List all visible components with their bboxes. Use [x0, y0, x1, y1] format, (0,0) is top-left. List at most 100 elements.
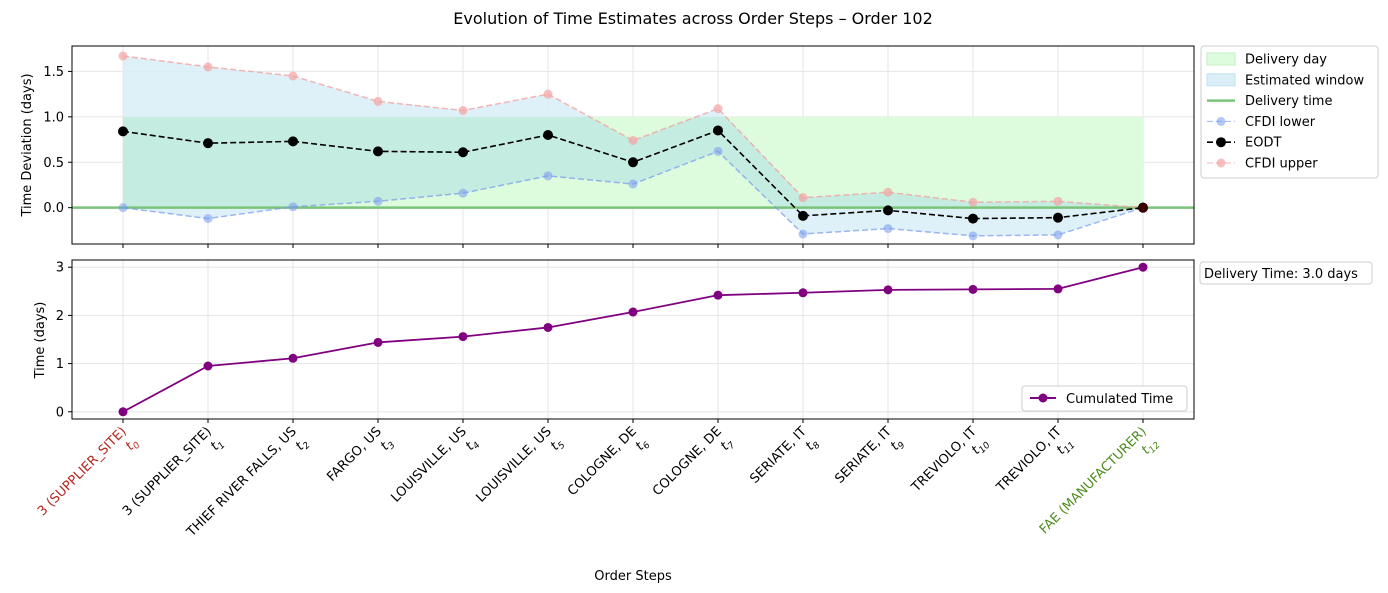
x-category-place: COLOGNE, DE: [650, 424, 725, 499]
top-plot-frame: [71, 45, 1195, 245]
x-step-subscript: 1: [216, 440, 227, 451]
cfdi-lower-point: [203, 214, 213, 224]
cfdi-upper-point: [373, 96, 383, 106]
legend-marker-eodt: [1216, 137, 1226, 148]
top-y-tick-label: 1.0: [43, 110, 64, 125]
x-axis-label: Order Steps: [594, 569, 672, 584]
top-x-ticks: [122, 244, 1144, 248]
x-step-subscript: 0: [131, 440, 142, 451]
x-step-subscript: 8: [811, 440, 822, 451]
eodt-point: [288, 136, 298, 147]
cfdi-upper-point: [1053, 196, 1063, 206]
eodt-point: [543, 130, 553, 141]
cfdi-upper-point: [118, 51, 128, 61]
figure-title: Evolution of Time Estimates across Order…: [453, 9, 933, 28]
eodt-point: [1053, 212, 1063, 223]
delivery-time-annotation-text: Delivery Time: 3.0 days: [1204, 267, 1358, 282]
x-category-place: SERIATE, IT: [832, 424, 895, 487]
top-lines: [72, 51, 1194, 241]
eodt-point: [713, 125, 723, 136]
cumulated-time-point: [373, 337, 383, 347]
x-step-subscript: 9: [896, 440, 907, 451]
x-category-place: TREVIOLO, IT: [908, 424, 980, 496]
eodt-point: [883, 205, 893, 216]
x-category-place: 3 (SUPPLIER_SITE): [120, 424, 215, 519]
top-y-tick-label: 0.0: [43, 201, 64, 216]
cfdi-lower-point: [373, 196, 383, 206]
top-legend-box: [1200, 45, 1379, 179]
cfdi-lower-point: [458, 188, 468, 198]
bottom-y-tick-label: 3: [56, 261, 64, 276]
cumulated-time-point: [1053, 284, 1063, 294]
cfdi-upper-point: [713, 104, 723, 114]
legend-label: Estimated window: [1245, 73, 1364, 88]
cfdi-lower-point: [543, 171, 553, 181]
legend-label: Delivery day: [1245, 53, 1327, 68]
x-category-place: 3 (SUPPLIER_SITE): [35, 424, 130, 519]
bottom-y-tick-label: 0: [56, 405, 64, 420]
cumulated-time-point: [203, 361, 213, 371]
cfdi-lower-point: [288, 202, 298, 212]
cfdi-lower-point: [798, 229, 808, 239]
cfdi-lower-point: [118, 203, 128, 213]
eodt-point: [628, 157, 638, 168]
eodt-point-last: [1138, 202, 1148, 213]
x-category-place: COLOGNE, DE: [565, 424, 640, 499]
delivery-time-annotation: Delivery Time: 3.0 days: [1199, 261, 1373, 285]
cumulated-time-point: [713, 290, 723, 300]
top-y-ticks: 0.0 0.5 1.0 1.5: [43, 65, 72, 216]
bottom-grid: [72, 260, 1194, 419]
eodt-point: [798, 210, 808, 221]
x-category-labels: 3 (SUPPLIER_SITE)t03 (SUPPLIER_SITE)t1TH…: [35, 424, 1163, 540]
legend-label: CFDI lower: [1245, 115, 1316, 130]
eodt-point: [968, 213, 978, 224]
x-step-subscript: 7: [726, 440, 737, 451]
cumulated-time-panel: 0 1 2 3 Time (days) Cumulated Time Delivery…: [33, 259, 1373, 423]
eodt-point: [373, 146, 383, 157]
cfdi-lower-point: [628, 179, 638, 189]
top-y-axis-label: Time Deviation (days): [20, 73, 35, 217]
cfdi-upper-point: [203, 62, 213, 72]
cumulated-time-point: [883, 285, 893, 295]
bottom-y-axis-label: Time (days): [33, 302, 48, 380]
cfdi-lower-point: [968, 231, 978, 241]
top-y-tick-label: 0.5: [43, 156, 64, 171]
x-step-subscript: 2: [301, 440, 312, 451]
top-y-tick-label: 1.5: [43, 65, 64, 80]
x-step-subscript: 5: [556, 440, 567, 451]
bottom-x-ticks: [122, 419, 1144, 423]
legend-label: Delivery time: [1245, 94, 1332, 109]
x-category-place: LOUISVILLE, US: [388, 424, 469, 505]
cfdi-lower-point: [1053, 230, 1063, 240]
bottom-y-tick-label: 2: [56, 309, 64, 324]
cumulated-time-point: [288, 353, 298, 363]
cfdi-upper-point: [458, 105, 468, 115]
cfdi-upper-point: [798, 193, 808, 203]
cfdi-upper-point: [543, 89, 553, 99]
cumulated-legend: Cumulated Time: [1021, 385, 1188, 412]
x-category-place: SERIATE, IT: [747, 424, 810, 487]
cumulated-legend-marker: [1038, 393, 1048, 403]
cumulated-time-point: [543, 322, 553, 332]
x-step-subscript: 6: [641, 440, 652, 451]
cumulated-time-point: [1138, 262, 1148, 272]
cumulated-time-point: [968, 284, 978, 294]
cfdi-upper-point: [288, 71, 298, 81]
eodt-point: [458, 147, 468, 158]
time-deviation-panel: 0.0 0.5 1.0 1.5 Time Deviation (days): [20, 45, 1195, 248]
legend-swatch-delivery-day: [1206, 52, 1236, 66]
cumulated-time-point: [118, 407, 128, 417]
eodt-point: [203, 138, 213, 149]
x-category-place: LOUISVILLE, US: [473, 424, 554, 505]
legend-swatch-estimated-window: [1206, 73, 1236, 87]
legend-label: EODT: [1245, 136, 1281, 151]
eodt-point: [118, 126, 128, 137]
cumulated-time-point: [798, 288, 808, 298]
